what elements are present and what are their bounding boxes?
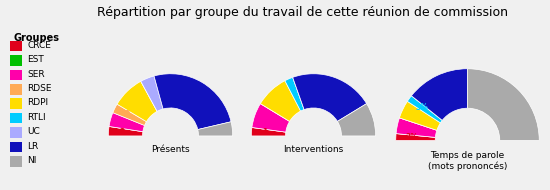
Text: 2: 2 [124, 110, 130, 119]
Wedge shape [109, 126, 143, 132]
Text: 7%: 7% [406, 124, 419, 133]
Text: 3%: 3% [405, 133, 418, 142]
Text: 3: 3 [265, 115, 271, 124]
Text: CRCE: CRCE [28, 41, 51, 50]
Wedge shape [198, 122, 233, 136]
Text: 3: 3 [121, 119, 126, 127]
Wedge shape [117, 81, 157, 122]
Wedge shape [411, 96, 442, 120]
Text: 21: 21 [190, 90, 201, 99]
Text: 28%: 28% [434, 86, 452, 95]
Text: 10: 10 [324, 86, 335, 95]
Wedge shape [468, 69, 539, 140]
Text: RDPI: RDPI [28, 98, 48, 108]
Bar [10, 142, 23, 152]
Text: NI: NI [28, 156, 37, 165]
Text: Présents: Présents [151, 145, 190, 154]
Wedge shape [337, 104, 376, 136]
Text: 4: 4 [358, 118, 363, 127]
Wedge shape [396, 134, 436, 137]
Bar [10, 156, 23, 167]
Text: Groupes: Groupes [13, 33, 59, 43]
Bar [10, 113, 23, 124]
Wedge shape [285, 77, 304, 111]
Text: 3: 3 [216, 126, 221, 135]
Wedge shape [408, 96, 442, 123]
Text: RTLI: RTLI [28, 113, 46, 122]
Wedge shape [252, 104, 290, 132]
Bar [10, 70, 23, 80]
Text: SER: SER [28, 70, 45, 79]
Text: 1: 1 [262, 128, 268, 137]
Bar [10, 55, 23, 66]
Text: 3%: 3% [416, 103, 428, 112]
Text: Temps de parole
(mots prononcés): Temps de parole (mots prononcés) [428, 151, 507, 171]
Wedge shape [260, 81, 301, 121]
Text: 3: 3 [150, 86, 155, 95]
Bar [10, 127, 23, 138]
Text: Interventions: Interventions [283, 145, 344, 154]
Wedge shape [141, 81, 157, 111]
Wedge shape [260, 104, 290, 121]
Text: UC: UC [28, 127, 40, 136]
Bar [10, 98, 23, 109]
Wedge shape [113, 104, 146, 125]
Wedge shape [411, 69, 467, 120]
Wedge shape [399, 118, 437, 130]
Text: LR: LR [28, 142, 38, 151]
Wedge shape [141, 76, 163, 111]
Text: RDSE: RDSE [28, 84, 52, 93]
Text: EST: EST [28, 55, 44, 64]
Text: Répartition par groupe du travail de cette réunion de commission: Répartition par groupe du travail de cet… [97, 6, 508, 19]
Text: 49%: 49% [498, 96, 516, 105]
Wedge shape [154, 74, 231, 130]
Wedge shape [396, 118, 437, 137]
Wedge shape [109, 113, 145, 132]
Wedge shape [293, 74, 367, 121]
Text: 8%: 8% [411, 112, 424, 121]
Bar [10, 41, 23, 51]
Wedge shape [293, 77, 304, 110]
Text: 1: 1 [292, 87, 297, 96]
Wedge shape [251, 127, 286, 136]
Text: 7: 7 [134, 97, 140, 105]
Text: 2: 2 [119, 128, 125, 137]
Text: 4: 4 [278, 96, 283, 105]
Bar [10, 84, 23, 95]
Wedge shape [252, 127, 286, 132]
Wedge shape [399, 101, 441, 130]
Wedge shape [108, 126, 143, 136]
Wedge shape [396, 134, 436, 140]
